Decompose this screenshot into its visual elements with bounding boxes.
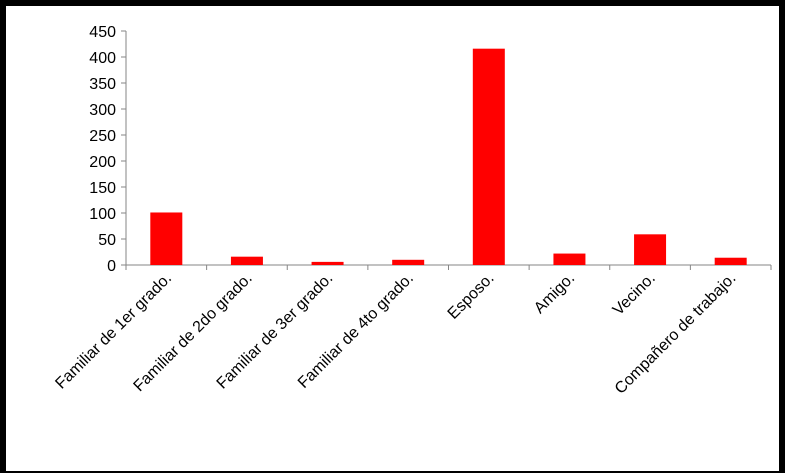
y-tick-label: 300	[89, 102, 116, 119]
category-label: Amigo.	[531, 270, 578, 317]
x-axis	[125, 264, 772, 270]
y-tick-label: 250	[89, 128, 116, 145]
y-tick-label: 200	[89, 154, 116, 171]
y-axis: 0 50 100 150 200 250 300 350 400 450	[89, 24, 127, 275]
bar	[311, 261, 344, 265]
bar	[634, 234, 667, 265]
bars	[150, 48, 747, 266]
y-tick-label: 350	[89, 76, 116, 93]
bar	[714, 257, 747, 265]
category-label: Vecino.	[610, 270, 659, 319]
y-tick-label: 150	[89, 180, 116, 197]
bar	[472, 48, 505, 266]
y-tick-label: 0	[107, 258, 116, 275]
y-tick-label: 400	[89, 50, 116, 67]
bar	[553, 253, 586, 265]
y-tick-label: 100	[89, 206, 116, 223]
y-tick-label: 450	[89, 24, 116, 41]
bar	[230, 256, 263, 265]
y-tick-label: 50	[98, 232, 116, 249]
bar	[392, 259, 425, 265]
category-label: Esposo.	[445, 270, 498, 323]
category-labels: Familiar de 1er grado.Familiar de 2do gr…	[52, 270, 739, 398]
bar	[150, 212, 183, 265]
